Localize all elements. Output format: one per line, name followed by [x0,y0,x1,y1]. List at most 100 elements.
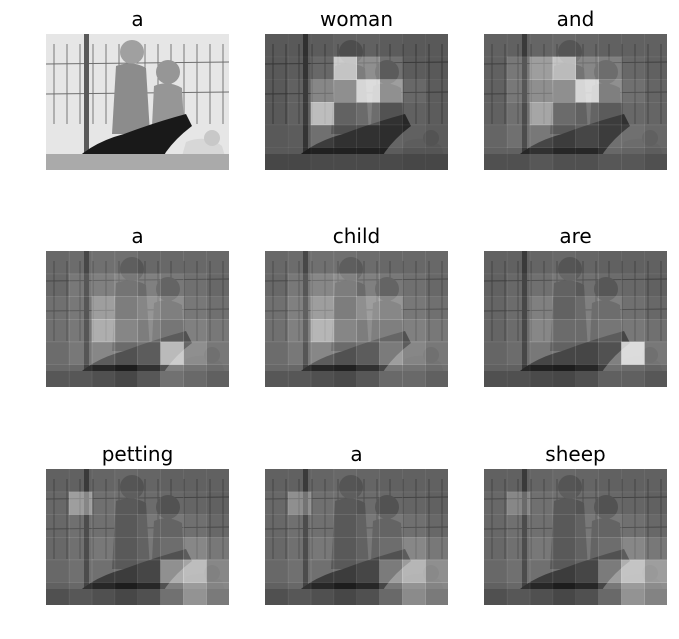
attention-cell [575,364,599,387]
attention-cell [310,582,335,605]
attention-cell [310,102,335,126]
attention-cell [356,79,380,103]
attention-cell [506,296,531,320]
attention-cell [137,537,161,561]
panel-title: woman [319,7,393,31]
attention-cell [356,147,380,170]
attention-cell [552,319,577,343]
attention-cell [183,296,207,320]
attention-cell [598,559,622,583]
attention-cell [206,469,229,493]
attention-cell [552,273,577,297]
attention-cell [265,124,289,148]
attention-cell [575,582,599,605]
attention-cell [265,102,289,126]
attention-cell [425,147,448,170]
attention-cell [644,34,667,58]
attention-cell [575,102,599,126]
attention-cell [402,79,426,103]
attention-cell [287,469,312,493]
attention-cell [425,124,448,148]
attention-cell [310,537,335,561]
attention-cell [484,469,508,493]
attention-cell [644,537,667,561]
attention-cell [206,514,229,538]
attention-cell [310,364,335,387]
attention-cell [356,251,380,275]
attention-cell [644,559,667,583]
attention-cell [621,102,645,126]
attention-cell [160,582,184,605]
attention-cell [46,251,70,275]
attention-cell [598,582,622,605]
panel-title: a [131,7,144,31]
attention-cell [206,537,229,561]
attention-cell [402,273,426,297]
attention-cell [91,273,116,297]
attention-cell [598,537,622,561]
attention-cell [425,582,448,605]
attention-cell [160,341,184,365]
attention-cell [46,364,70,387]
attention-cell [402,469,426,493]
attention-cell [644,582,667,605]
attention-cell [356,537,380,561]
attention-cell [484,147,508,170]
attention-cell [425,341,448,365]
attention-cell [91,469,116,493]
attention-cell [425,251,448,275]
attention-cell [310,34,335,58]
attention-cell [484,582,508,605]
attention-cell [425,514,448,538]
attention-cell [575,319,599,343]
attention-cell [621,273,645,297]
attention-cell [621,514,645,538]
attention-cell [114,341,139,365]
attention-cell [68,364,93,387]
attention-cell [160,273,184,297]
attention-cell [287,273,312,297]
attention-cell [402,537,426,561]
attention-cell [575,273,599,297]
attention-cell [402,56,426,80]
attention-cell [310,341,335,365]
attention-cell [265,296,289,320]
attention-cell [529,559,554,583]
attention-cell [114,319,139,343]
attention-cell [506,273,531,297]
attention-cell [598,56,622,80]
attention-cell [552,341,577,365]
attention-cell [644,514,667,538]
attention-cell [310,559,335,583]
attention-cell [356,102,380,126]
attention-cell [621,79,645,103]
attention-cell [91,296,116,320]
attention-cell [160,319,184,343]
attention-cell [46,559,70,583]
attention-cell [183,469,207,493]
attention-cell [575,147,599,170]
attention-cell [402,559,426,583]
attention-cell [621,491,645,515]
attention-cell [91,491,116,515]
attention-cell [356,469,380,493]
attention-cell [183,559,207,583]
attention-cell [68,514,93,538]
attention-cell [484,124,508,148]
panel-title: child [332,224,381,248]
attention-cell [333,469,358,493]
attention-cell [575,251,599,275]
attention-cell [506,56,531,80]
attention-cell [402,582,426,605]
attention-cell [425,34,448,58]
attention-cell [114,514,139,538]
attention-cell [114,296,139,320]
attention-cell [598,296,622,320]
attention-cell [529,251,554,275]
attention-cell [644,341,667,365]
attention-cell [310,319,335,343]
attention-cell [183,491,207,515]
attention-cell [114,469,139,493]
attention-cell [644,469,667,493]
attention-cell [91,364,116,387]
